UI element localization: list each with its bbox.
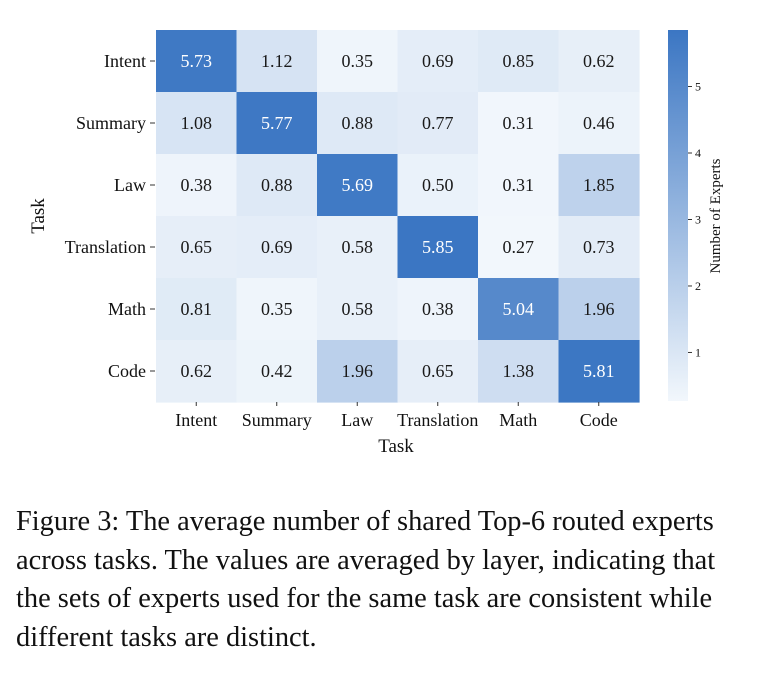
cell-value-label: 0.88 [261,175,293,195]
cell-value-label: 0.38 [181,175,213,195]
heatmap-cell [236,216,318,279]
heatmap-cells: 5.73 1.12 0.35 0.69 0.85 0.62 1.08 5.77 0.88 0.77… [156,30,640,403]
heatmap-cell [478,154,560,217]
colorbar-tick-label: 4 [695,146,701,160]
heatmap-cell [317,92,399,155]
colorbar-tick-label: 5 [695,80,701,94]
cell-value-label: 0.69 [422,51,454,71]
cell-value-label: 0.58 [342,237,374,257]
cell-value-label: 5.85 [422,237,454,257]
cell-value-label: 1.96 [342,361,374,381]
x-axis-title: Task [378,436,414,457]
heatmap-cell [156,30,238,93]
heatmap-cell [236,30,318,93]
heatmap-cell [558,30,640,93]
heatmap-cell [478,92,560,155]
heatmap-cell [397,340,479,403]
heatmap-cell [558,92,640,155]
colorbar-tick-label: 1 [695,345,701,359]
x-tick-label: Math [499,410,537,430]
cell-value-label: 0.27 [503,237,535,257]
heatmap-cell [397,278,479,341]
cell-value-label: 0.62 [181,361,213,381]
cell-value-label: 0.73 [583,237,615,257]
cell-value-label: 0.31 [503,175,535,195]
heatmap-cell [156,278,238,341]
heatmap-cell [236,92,318,155]
colorbar-tick-label: 2 [695,279,701,293]
heatmap-cell [478,216,560,279]
heatmap-cell [558,340,640,403]
heatmap-cell [236,278,318,341]
heatmap-cell [478,30,560,93]
heatmap-cell [397,92,479,155]
heatmap-cell [156,340,238,403]
heatmap-cell [156,92,238,155]
cell-value-label: 0.85 [503,51,535,71]
heatmap-cell [236,340,318,403]
cell-value-label: 0.69 [261,237,293,257]
colorbar-tick-label: 3 [695,212,701,226]
cell-value-label: 5.04 [503,299,535,319]
x-tick-label: Code [580,410,618,430]
heatmap-cell [317,30,399,93]
heatmap-cell [317,216,399,279]
cell-value-label: 5.73 [181,51,213,71]
cell-value-label: 0.62 [583,51,615,71]
heatmap-cell [397,30,479,93]
y-tick-label: Law [114,175,146,195]
cell-value-label: 1.38 [503,361,535,381]
heatmap-cell [317,278,399,341]
heatmap-cell [236,154,318,217]
cell-value-label: 5.77 [261,113,293,133]
heatmap-cell [156,216,238,279]
y-tick-label: Translation [65,237,146,257]
x-tick-label: Law [341,410,373,430]
heatmap-cell [558,216,640,279]
heatmap-cell [317,154,399,217]
cell-value-label: 1.12 [261,51,293,71]
figure-caption: Figure 3: The average number of shared T… [16,506,716,653]
heatmap-cell [397,216,479,279]
heatmap-cell [478,340,560,403]
y-tick-label: Intent [104,51,146,71]
x-axis-ticks: Intent Summary Law Translation Math Code [175,402,618,430]
cell-value-label: 0.38 [422,299,454,319]
y-tick-label: Summary [76,113,146,133]
heatmap-cell [317,340,399,403]
cell-value-label: 0.46 [583,113,615,133]
cell-value-label: 0.65 [422,361,454,381]
cell-value-label: 5.69 [342,175,374,195]
y-axis-ticks: Intent Summary Law Translation Math Code [65,51,155,381]
heatmap-cell [397,154,479,217]
cell-value-label: 0.81 [181,299,213,319]
cell-value-label: 0.77 [422,113,454,133]
cell-value-label: 1.96 [583,299,615,319]
cell-value-label: 5.81 [583,361,615,381]
heatmap-cell [558,278,640,341]
cell-value-label: 1.08 [181,113,213,133]
colorbar: 1 2 3 4 5 [668,30,701,401]
x-tick-label: Translation [397,410,478,430]
cell-value-label: 0.50 [422,175,454,195]
colorbar-label: Number of Experts [708,158,724,273]
x-tick-label: Intent [175,410,217,430]
x-tick-label: Summary [242,410,312,430]
heatmap-cell [558,154,640,217]
y-axis-title: Task [28,198,49,234]
cell-value-label: 0.58 [342,299,374,319]
cell-value-label: 0.35 [261,299,293,319]
heatmap-cell [478,278,560,341]
y-tick-label: Math [108,299,146,319]
cell-value-label: 0.42 [261,361,293,381]
cell-value-label: 0.88 [342,113,374,133]
heatmap-figure: 5.73 1.12 0.35 0.69 0.85 0.62 1.08 5.77 0.88 0.77… [28,30,724,457]
cell-value-label: 0.65 [181,237,213,257]
cell-value-label: 1.85 [583,175,615,195]
colorbar-gradient [668,30,688,401]
y-tick-label: Code [108,361,146,381]
cell-value-label: 0.35 [342,51,374,71]
heatmap-cell [156,154,238,217]
cell-value-label: 0.31 [503,113,535,133]
